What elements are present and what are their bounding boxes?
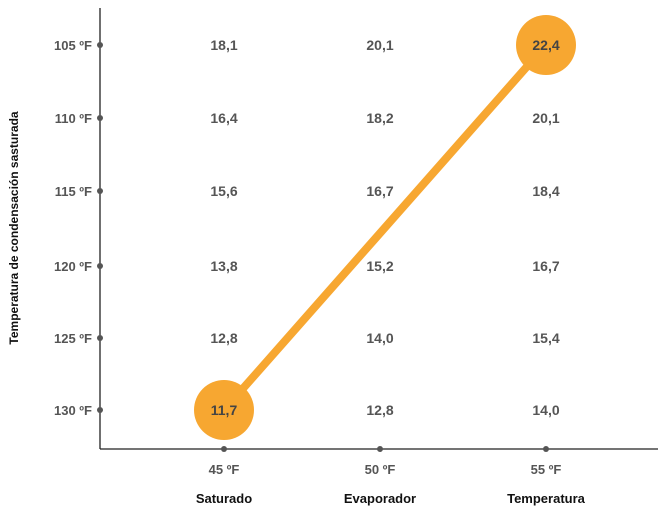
cell-value: 16,7	[532, 258, 559, 274]
x-tick-dot	[543, 446, 549, 452]
y-axis-title: Temperatura de condensación sasturada	[7, 111, 21, 345]
cell-value: 14,0	[366, 330, 393, 346]
cell-value: 18,2	[366, 110, 393, 126]
cell-value: 12,8	[210, 330, 237, 346]
y-tick-dot	[97, 115, 103, 121]
y-tick-dot	[97, 407, 103, 413]
cell-value: 14,0	[532, 402, 559, 418]
cell-value: 15,4	[532, 330, 559, 346]
highlight-end-label: 22,4	[532, 37, 559, 53]
cell-value: 15,6	[210, 183, 237, 199]
cell-value: 15,2	[366, 258, 393, 274]
highlight-point-end	[516, 15, 576, 75]
y-tick-label: 105 ºF	[54, 38, 92, 53]
y-tick-label: 115 ºF	[55, 184, 92, 199]
x-group-label: Temperatura	[507, 491, 586, 506]
cell-value: 13,8	[210, 258, 237, 274]
cell-value: 16,7	[366, 183, 393, 199]
y-tick-label: 130 ºF	[54, 403, 92, 418]
cell-value: 18,1	[210, 37, 237, 53]
highlight-start-label: 11,7	[211, 402, 238, 418]
highlight-line-group: 11,7 22,4	[194, 15, 576, 440]
x-tick-label: 50 ºF	[365, 462, 396, 477]
cell-value: 20,1	[366, 37, 393, 53]
y-tick-dot	[97, 188, 103, 194]
cell-value: 12,8	[366, 402, 393, 418]
cell-value: 16,4	[210, 110, 237, 126]
cell-value: 20,1	[532, 110, 559, 126]
x-tick-dot	[221, 446, 227, 452]
x-tick-label: 45 ºF	[209, 462, 240, 477]
y-tick-label: 110 ºF	[55, 111, 92, 126]
x-tick-label: 55 ºF	[531, 462, 562, 477]
highlight-line	[220, 41, 550, 414]
y-tick-label: 120 ºF	[54, 259, 92, 274]
x-ticks: 45 ºF Saturado 50 ºF Evaporador 55 ºF Tempera…	[196, 446, 586, 506]
y-tick-label: 125 ºF	[54, 331, 92, 346]
y-tick-dot	[97, 42, 103, 48]
x-group-label: Saturado	[196, 491, 252, 506]
y-tick-dot	[97, 263, 103, 269]
y-ticks: 105 ºF 110 ºF 115 ºF 120 ºF 125 ºF 130 ºF	[54, 38, 103, 418]
table-cells: 18,1 20,1 16,4 18,2 20,1 15,6 16,7 18,4 13,8 15,2…	[210, 37, 559, 418]
x-tick-dot	[377, 446, 383, 452]
x-group-label: Evaporador	[344, 491, 416, 506]
highlight-point-start	[194, 380, 254, 440]
cell-value: 18,4	[532, 183, 559, 199]
y-tick-dot	[97, 335, 103, 341]
